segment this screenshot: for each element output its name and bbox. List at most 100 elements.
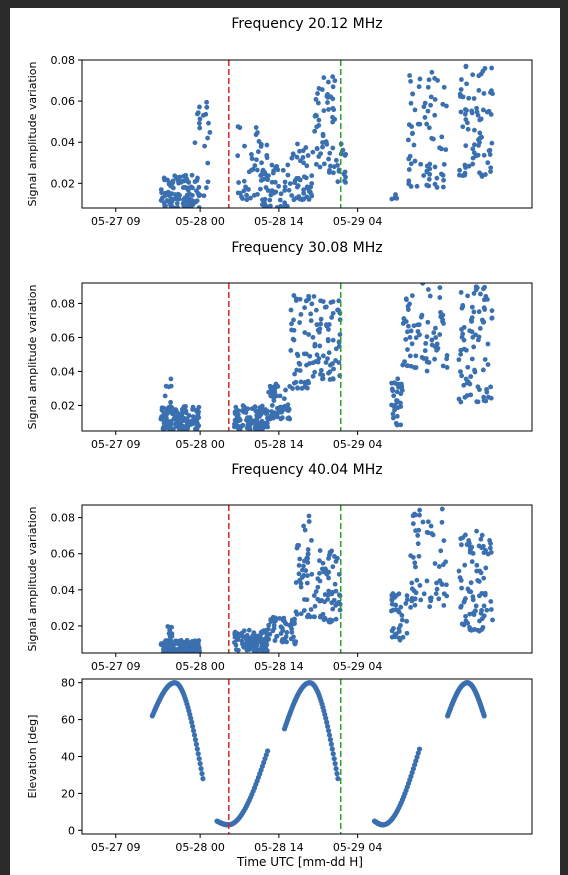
data-point bbox=[427, 604, 433, 610]
data-point bbox=[195, 412, 201, 417]
data-point bbox=[330, 337, 336, 343]
data-point bbox=[288, 636, 294, 642]
data-point bbox=[255, 411, 260, 417]
data-point bbox=[408, 604, 413, 610]
y-tick-label: 80 bbox=[61, 677, 75, 690]
data-point bbox=[315, 596, 321, 602]
data-point bbox=[328, 550, 333, 556]
data-point bbox=[407, 335, 413, 340]
data-point bbox=[342, 178, 347, 184]
data-point bbox=[195, 175, 200, 181]
data-point bbox=[203, 185, 209, 191]
data-point bbox=[294, 154, 300, 160]
data-point bbox=[478, 536, 484, 542]
data-point bbox=[170, 180, 176, 186]
data-point bbox=[285, 162, 291, 168]
data-point bbox=[265, 177, 271, 183]
data-point bbox=[181, 641, 187, 646]
data-point bbox=[434, 341, 440, 347]
data-point bbox=[469, 356, 475, 362]
data-point bbox=[176, 649, 182, 653]
data-point bbox=[465, 126, 471, 132]
data-point bbox=[285, 172, 291, 178]
panel-3: Frequency 40.04 MHz 05-27 09 05-28 00 05-28… bbox=[26, 462, 533, 673]
data-point bbox=[284, 203, 290, 208]
data-point bbox=[306, 332, 312, 337]
data-point bbox=[482, 590, 488, 596]
y-tick-label: 0.08 bbox=[51, 54, 76, 67]
data-point bbox=[476, 334, 482, 340]
data-point bbox=[412, 158, 418, 164]
data-point bbox=[196, 638, 202, 643]
data-point bbox=[422, 115, 428, 120]
data-point bbox=[412, 107, 418, 113]
data-point bbox=[479, 532, 485, 538]
data-point bbox=[391, 626, 396, 631]
data-point bbox=[342, 169, 348, 175]
data-point bbox=[161, 646, 166, 652]
data-point bbox=[331, 366, 336, 372]
data-point bbox=[480, 367, 486, 373]
x-tick-label: 05-28 14 bbox=[254, 438, 303, 451]
data-point bbox=[245, 637, 250, 643]
data-point bbox=[399, 617, 405, 623]
data-point bbox=[197, 116, 203, 122]
data-point bbox=[302, 330, 308, 335]
data-point bbox=[417, 512, 422, 518]
data-point bbox=[256, 426, 262, 431]
data-point bbox=[280, 167, 286, 173]
data-point bbox=[474, 562, 480, 568]
data-point bbox=[333, 588, 339, 594]
data-point bbox=[461, 622, 467, 628]
data-point bbox=[302, 527, 308, 533]
data-point bbox=[167, 634, 173, 640]
data-point bbox=[168, 640, 174, 646]
data-point bbox=[274, 633, 280, 639]
data-point bbox=[270, 170, 276, 176]
data-point bbox=[458, 578, 464, 583]
data-point bbox=[469, 559, 475, 565]
data-point bbox=[476, 143, 481, 148]
data-point bbox=[440, 101, 446, 107]
data-point bbox=[474, 528, 479, 534]
data-point bbox=[488, 169, 493, 174]
data-point bbox=[320, 353, 326, 359]
data-point bbox=[332, 554, 337, 559]
data-point bbox=[475, 384, 481, 390]
data-point bbox=[326, 107, 331, 112]
data-point bbox=[186, 413, 192, 418]
data-point bbox=[463, 613, 468, 619]
data-point bbox=[422, 100, 428, 106]
data-point bbox=[315, 584, 321, 590]
data-point bbox=[394, 413, 400, 419]
data-point bbox=[462, 111, 468, 117]
data-point bbox=[432, 164, 438, 170]
data-point bbox=[470, 146, 476, 152]
data-point bbox=[254, 643, 260, 649]
data-point bbox=[204, 104, 210, 110]
data-point bbox=[240, 196, 245, 201]
data-point bbox=[204, 99, 210, 105]
data-point bbox=[462, 562, 468, 568]
data-point bbox=[423, 341, 429, 346]
data-point bbox=[469, 319, 475, 324]
data-point bbox=[403, 296, 409, 302]
elevation-point bbox=[194, 746, 200, 752]
data-point bbox=[404, 597, 410, 602]
data-point bbox=[398, 604, 404, 610]
data-point bbox=[466, 95, 472, 101]
data-point bbox=[443, 559, 449, 565]
data-point bbox=[342, 153, 348, 158]
data-point bbox=[415, 541, 421, 547]
data-point bbox=[410, 555, 416, 560]
data-point bbox=[301, 174, 307, 180]
data-point bbox=[458, 109, 464, 115]
data-point bbox=[274, 393, 279, 399]
data-point bbox=[458, 87, 464, 92]
data-point bbox=[395, 376, 401, 382]
data-point bbox=[321, 75, 327, 81]
data-point bbox=[326, 322, 332, 327]
data-point bbox=[326, 350, 332, 356]
data-point bbox=[318, 321, 324, 327]
data-point bbox=[398, 404, 404, 410]
